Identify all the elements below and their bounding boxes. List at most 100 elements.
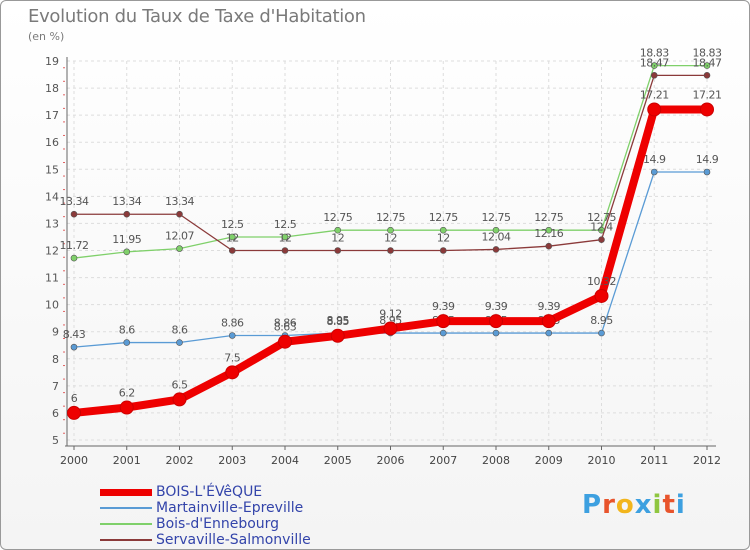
data-label: 12 (226, 232, 239, 245)
data-point (334, 226, 342, 234)
data-label: 9.39 (538, 300, 561, 313)
y-tick-label: 18 (45, 82, 59, 95)
y-tick-label: 9 (52, 326, 59, 339)
data-label: 12 (384, 232, 397, 245)
logo-letter: t (662, 490, 676, 520)
y-tick-label: 16 (45, 136, 59, 149)
data-label: 11.95 (112, 233, 141, 246)
data-label: 9.12 (379, 307, 402, 320)
legend-swatch (100, 488, 152, 496)
data-point (281, 247, 289, 254)
y-tick-label: 10 (45, 299, 59, 312)
data-label: 12.5 (274, 218, 297, 231)
data-point (650, 62, 658, 69)
x-tick-label: 2011 (640, 454, 668, 467)
data-label: 12 (331, 232, 344, 245)
data-label: 17.21 (693, 88, 722, 101)
data-label: 6 (71, 392, 78, 405)
data-label: 12 (279, 232, 292, 245)
legend-swatch (100, 523, 152, 525)
y-tick-label: 11 (45, 272, 59, 285)
logo-letter: o (615, 490, 635, 520)
data-label: 12.04 (482, 230, 511, 243)
data-point (123, 248, 131, 256)
y-tick-label: 7 (52, 380, 59, 393)
data-point (119, 400, 134, 415)
y-tick-label: 5 (52, 434, 59, 447)
data-label: 12.75 (429, 211, 458, 224)
x-tick-label: 2007 (429, 454, 457, 467)
data-point (492, 329, 500, 337)
data-label: 11.72 (60, 239, 89, 252)
chart-title: Evolution du Taux de Taxe d'Habitation (28, 6, 366, 27)
data-label: 18.47 (693, 56, 722, 69)
data-point (545, 329, 553, 337)
x-tick-label: 2004 (271, 454, 299, 467)
legend-label: Servaville-Salmonville (156, 532, 311, 548)
data-point (492, 246, 500, 253)
legend-swatch (100, 539, 152, 541)
data-label: 8.86 (274, 317, 297, 330)
data-point (439, 247, 447, 254)
data-label: 13.34 (112, 195, 141, 208)
data-label: 8.6 (119, 324, 135, 337)
data-label: 14.9 (643, 153, 666, 166)
data-label: 12 (437, 232, 450, 245)
x-tick-label: 2009 (535, 454, 563, 467)
data-point (700, 102, 714, 117)
data-label: 18.83 (693, 47, 722, 60)
data-point (703, 72, 711, 79)
data-point (383, 321, 398, 336)
x-tick-label: 2000 (60, 454, 88, 467)
data-point (330, 328, 345, 343)
x-tick-label: 2002 (166, 454, 194, 467)
data-label: 12.75 (376, 211, 405, 224)
data-point (70, 254, 78, 262)
data-label: 8.95 (590, 314, 613, 327)
data-label: 12.4 (590, 221, 613, 234)
data-point (598, 236, 605, 243)
data-point (703, 168, 711, 176)
logo-letter: P (582, 490, 603, 520)
data-point (598, 329, 605, 337)
data-label: 12.75 (323, 211, 352, 224)
data-label: 10.32 (587, 275, 616, 288)
logo-letter: x (634, 490, 653, 520)
logo-letter: r (602, 490, 616, 520)
data-point (703, 62, 711, 69)
data-label: 14.9 (696, 153, 719, 166)
data-point (439, 226, 447, 234)
y-tick-label: 8 (52, 353, 59, 366)
data-label: 9.39 (485, 300, 508, 313)
y-tick-label: 19 (45, 55, 59, 68)
data-label: 7.5 (224, 351, 240, 364)
y-tick-label: 14 (45, 190, 59, 203)
data-label: 12.75 (534, 211, 563, 224)
data-label: 17.21 (640, 88, 669, 101)
x-tick-label: 2012 (693, 454, 721, 467)
data-point (67, 405, 81, 420)
data-label: 13.34 (60, 195, 89, 208)
x-tick-label: 2006 (377, 454, 405, 467)
data-point (176, 245, 183, 252)
data-point (492, 226, 500, 234)
data-point (123, 339, 131, 346)
y-tick-label: 6 (52, 407, 59, 420)
data-point (172, 392, 187, 407)
data-point (545, 226, 553, 234)
legend-label: Martainville-Epreville (156, 500, 304, 516)
data-point (489, 314, 503, 329)
data-point (545, 242, 553, 250)
data-label: 12.75 (482, 211, 511, 224)
legend-label: Bois-d'Ennebourg (156, 516, 280, 532)
data-point (387, 226, 394, 234)
data-label: 8.43 (63, 328, 86, 341)
data-label: 6.2 (119, 387, 135, 400)
x-tick-label: 2005 (324, 454, 352, 467)
legend-label: BOIS-L'ÉVêQUE (156, 484, 263, 500)
data-point (436, 314, 451, 329)
data-point (225, 365, 240, 380)
data-point (281, 233, 289, 241)
